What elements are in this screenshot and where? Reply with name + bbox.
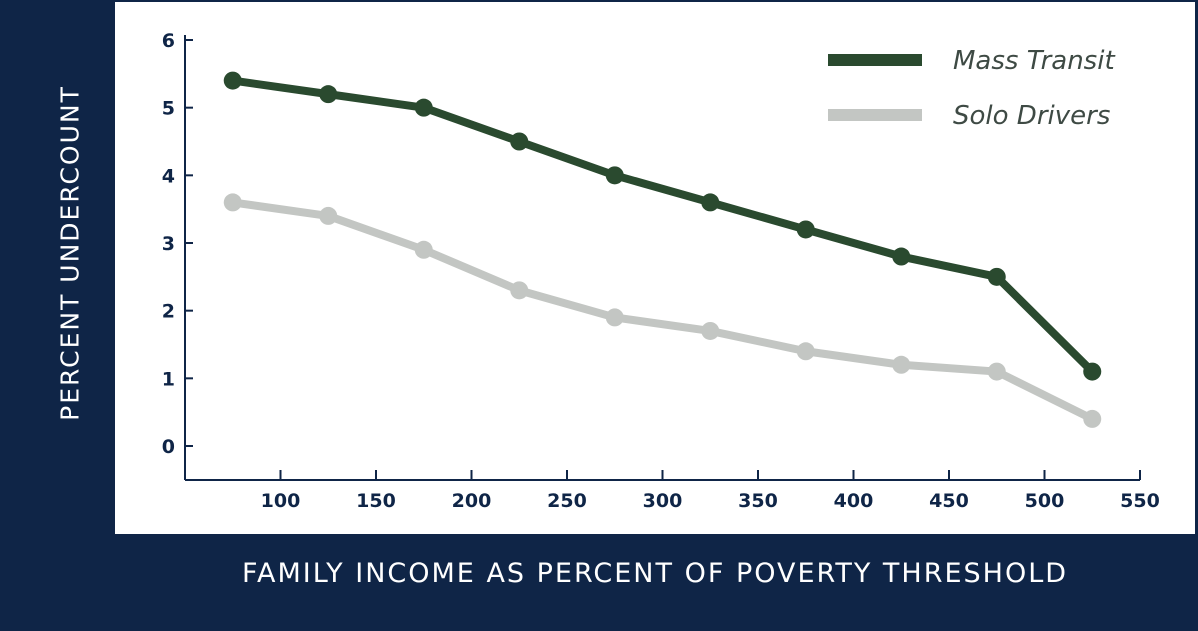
x-tick-label: 400 [834, 490, 874, 512]
solo-drivers-point [701, 321, 720, 340]
solo-drivers-point [605, 308, 624, 327]
legend: Mass Transit Solo Drivers [828, 46, 1115, 131]
series-layer [223, 71, 1102, 428]
mass-transit-point [1083, 362, 1102, 381]
mass-transit-point [319, 85, 338, 104]
solo-drivers-point [892, 355, 911, 374]
mass-transit-point [892, 247, 911, 266]
y-tick-label: 0 [162, 436, 175, 458]
x-tick-label: 300 [643, 490, 683, 512]
y-tick-label: 2 [162, 301, 175, 323]
mass-transit-legend-label: Mass Transit [953, 46, 1115, 76]
y-tick-label: 1 [162, 368, 175, 390]
x-tick-label: 150 [356, 490, 396, 512]
mass-transit-point [510, 132, 529, 151]
y-tick-label: 6 [162, 30, 175, 52]
axes: 0 1 2 3 4 5 6 100 150 200 250 300 350 400 450 500 550 [162, 30, 1160, 512]
solo-drivers-point [414, 240, 433, 259]
solo-drivers-point [510, 281, 529, 300]
y-tick-label: 5 [162, 98, 175, 120]
x-tick-label: 450 [929, 490, 969, 512]
solo-drivers-point [1083, 409, 1102, 428]
solo-drivers-point [987, 362, 1006, 381]
mass-transit-point [223, 71, 242, 90]
mass-transit-point [605, 166, 624, 185]
x-axis-label: FAMILY INCOME AS PERCENT OF POVERTY THRE… [241, 558, 1069, 589]
y-tick-label: 4 [162, 165, 175, 187]
mass-transit-point [796, 220, 815, 239]
x-tick-label: 500 [1025, 490, 1065, 512]
solo-drivers-point [319, 206, 338, 225]
solo-drivers-legend-label: Solo Drivers [953, 101, 1110, 131]
x-tick-label: 100 [261, 490, 301, 512]
mass-transit-point [701, 193, 720, 212]
solo-drivers-point [223, 193, 242, 212]
mass-transit-point [987, 267, 1006, 286]
x-tick-label: 250 [547, 490, 587, 512]
mass-transit-point [414, 98, 433, 117]
x-tick-label: 350 [738, 490, 778, 512]
x-tick-label: 550 [1120, 490, 1160, 512]
solo-drivers-point [796, 342, 815, 361]
mass-transit-line [228, 76, 1097, 376]
solo-drivers-line [228, 198, 1097, 423]
x-tick-label: 200 [452, 490, 492, 512]
y-tick-label: 3 [162, 233, 175, 255]
